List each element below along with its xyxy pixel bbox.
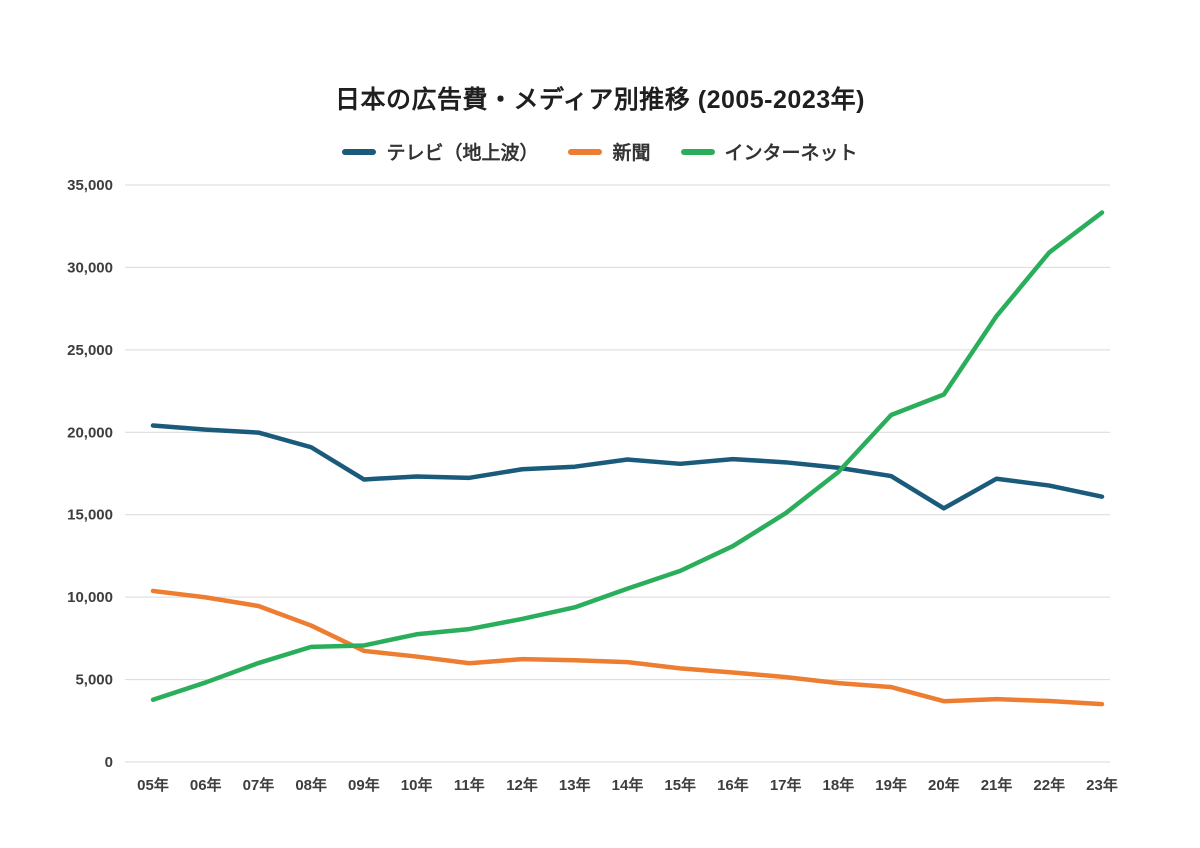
legend-swatch bbox=[342, 148, 377, 155]
series-line bbox=[150, 210, 1105, 702]
chart-title: 日本の広告費・メディア別推移 (2005-2023年) bbox=[335, 86, 865, 114]
x-axis-tick-label: 22年 bbox=[1033, 776, 1065, 794]
y-axis-tick-label: 35,000 bbox=[67, 177, 113, 194]
legend-label: テレビ（地上波） bbox=[386, 143, 539, 164]
x-axis-tick-label: 14年 bbox=[612, 776, 644, 794]
legend-item: テレビ（地上波） bbox=[342, 138, 538, 165]
x-axis-tick-label: 06年 bbox=[190, 776, 222, 794]
x-axis-tick-label: 12年 bbox=[506, 776, 538, 794]
y-axis-tick-label: 0 bbox=[105, 754, 113, 771]
series-line bbox=[150, 423, 1105, 511]
legend-swatch bbox=[680, 148, 715, 155]
x-axis-tick-label: 08年 bbox=[295, 776, 327, 794]
series-line bbox=[150, 588, 1105, 707]
legend-label: インターネット bbox=[724, 143, 858, 164]
x-axis-tick-label: 17年 bbox=[770, 776, 802, 794]
x-axis-tick-label: 18年 bbox=[823, 776, 855, 794]
y-axis-tick-label: 30,000 bbox=[67, 259, 113, 276]
x-axis-tick-label: 11年 bbox=[454, 776, 485, 794]
x-axis-tick-label: 16年 bbox=[717, 776, 749, 794]
x-axis-tick-label: 19年 bbox=[875, 776, 907, 794]
x-axis-tick-label: 10年 bbox=[401, 776, 433, 794]
x-axis-tick-label: 20年 bbox=[928, 776, 960, 794]
y-axis-tick-label: 25,000 bbox=[67, 342, 113, 359]
x-axis-tick-label: 07年 bbox=[243, 776, 275, 794]
x-axis-tick-label: 23年 bbox=[1086, 776, 1118, 794]
x-axis-tick-label: 21年 bbox=[981, 776, 1013, 794]
y-axis-tick-label: 5,000 bbox=[75, 672, 113, 689]
legend-swatch bbox=[568, 148, 603, 155]
legend-item: 新聞 bbox=[568, 138, 651, 165]
y-axis-tick-label: 10,000 bbox=[67, 589, 113, 606]
x-axis-tick-label: 15年 bbox=[664, 776, 696, 794]
chart-legend: テレビ（地上波） 新聞 インターネット bbox=[0, 138, 1200, 165]
x-axis-tick-label: 09年 bbox=[348, 776, 380, 794]
y-axis-tick-label: 15,000 bbox=[67, 507, 113, 524]
legend-item: インターネット bbox=[680, 138, 858, 165]
y-axis-tick-label: 20,000 bbox=[67, 424, 113, 441]
x-axis-tick-label: 13年 bbox=[559, 776, 591, 794]
x-axis-tick-label: 05年 bbox=[137, 776, 169, 794]
legend-label: 新聞 bbox=[612, 143, 651, 164]
